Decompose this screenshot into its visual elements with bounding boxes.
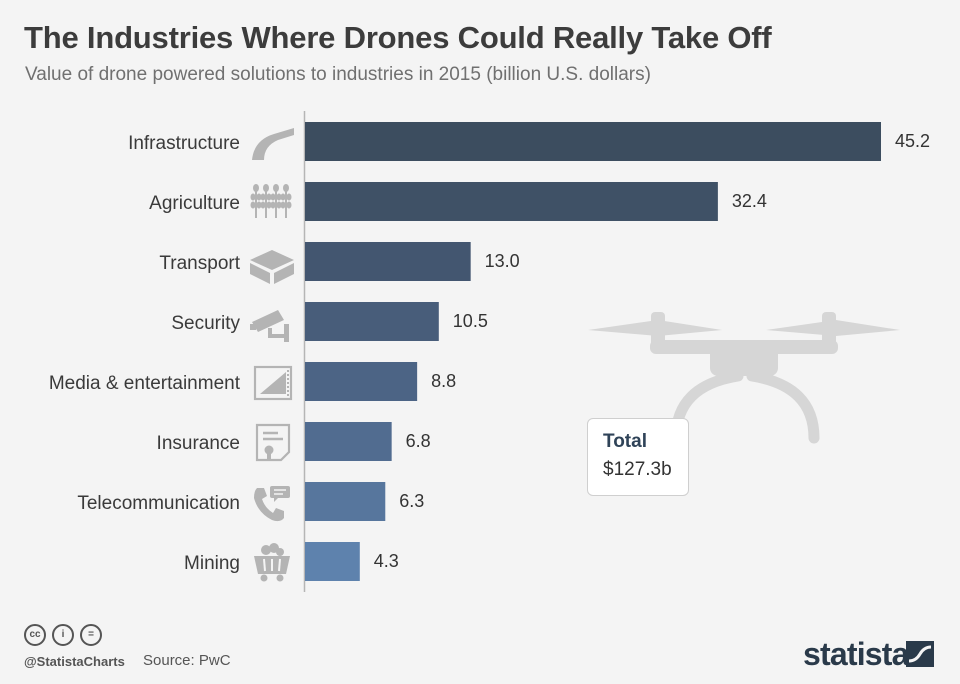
category-label: Agriculture xyxy=(149,193,240,214)
attribution-icon: i xyxy=(52,624,74,646)
value-label: 45.2 xyxy=(895,131,930,151)
value-label: 10.5 xyxy=(453,311,488,331)
twitter-handle: @StatistaCharts xyxy=(24,654,125,669)
mining-cart-icon xyxy=(254,543,290,582)
total-callout: Total $127.3b xyxy=(587,418,689,496)
category-label: Media & entertainment xyxy=(49,373,241,394)
chart-title: The Industries Where Drones Could Really… xyxy=(24,20,772,55)
total-title: Total xyxy=(603,431,647,452)
bar-agriculture xyxy=(305,182,718,221)
bar-security xyxy=(305,302,439,341)
bar-transport xyxy=(305,242,471,281)
total-value: $127.3b xyxy=(603,459,672,480)
package-icon xyxy=(250,250,294,284)
statista-logo-mark xyxy=(906,641,934,667)
film-icon xyxy=(253,365,293,401)
phone-icon xyxy=(254,486,290,522)
value-label: 32.4 xyxy=(732,191,767,211)
value-label: 8.8 xyxy=(431,371,456,391)
source-note: Source: PwC xyxy=(143,652,231,669)
category-label: Insurance xyxy=(157,433,240,454)
bar-telecommunication xyxy=(305,482,386,521)
creative-commons-icon: cc xyxy=(24,624,46,646)
value-label: 13.0 xyxy=(485,251,520,271)
road-icon xyxy=(252,128,294,160)
chart-subtitle: Value of drone powered solutions to indu… xyxy=(25,64,651,85)
bar-media-entertainment xyxy=(305,362,418,401)
category-label: Telecommunication xyxy=(77,493,240,514)
no-derivatives-icon: = xyxy=(80,624,102,646)
value-label: 6.8 xyxy=(406,431,431,451)
statista-logo[interactable]: statista xyxy=(803,636,909,672)
bar-infrastructure xyxy=(305,122,881,161)
category-label: Security xyxy=(171,313,240,334)
certificate-icon xyxy=(255,423,291,462)
category-label: Transport xyxy=(159,253,240,274)
bar-mining xyxy=(305,542,360,581)
wheat-icon xyxy=(250,184,292,218)
category-label: Mining xyxy=(184,553,240,574)
value-label: 4.3 xyxy=(374,551,399,571)
value-label: 6.3 xyxy=(399,491,424,511)
bar-insurance xyxy=(305,422,392,461)
license-icons: cc i = xyxy=(24,624,108,646)
category-label: Infrastructure xyxy=(128,133,240,154)
security-camera-icon xyxy=(250,310,289,342)
